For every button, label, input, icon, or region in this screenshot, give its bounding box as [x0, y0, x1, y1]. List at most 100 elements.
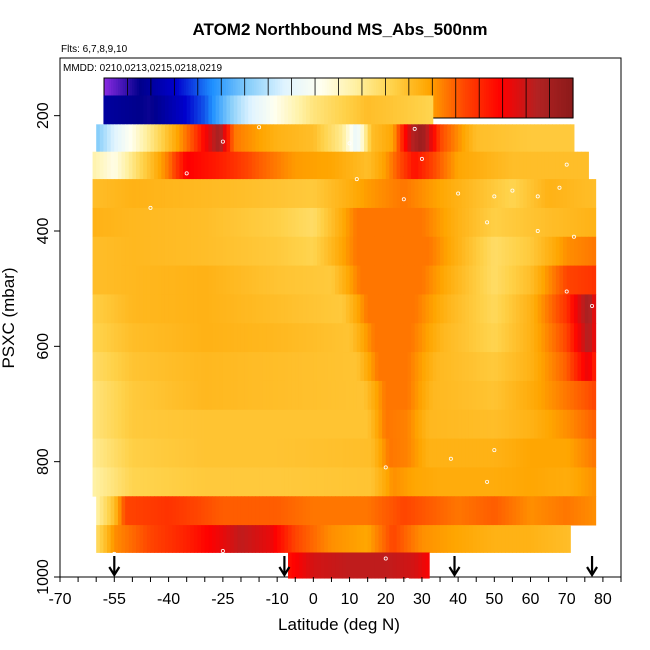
heatmap-cell: [389, 438, 394, 468]
heatmap-cell: [244, 380, 249, 411]
heatmap-cell: [327, 323, 332, 353]
heatmap-cell: [501, 352, 506, 382]
heatmap-cell: [99, 380, 104, 411]
heatmap-cell: [280, 525, 285, 553]
heatmap-cell: [512, 380, 517, 411]
heatmap-cell: [237, 265, 242, 295]
heatmap-cell: [349, 179, 354, 209]
heatmap-cell: [548, 323, 553, 353]
heatmap-cell: [284, 179, 289, 209]
heatmap-cell: [342, 207, 347, 238]
heatmap-cell: [99, 294, 104, 324]
heatmap-cell: [262, 179, 267, 209]
heatmap-cell: [523, 525, 528, 553]
heatmap-cell: [143, 95, 148, 125]
heatmap-cell: [523, 496, 528, 526]
heatmap-cell: [385, 352, 390, 382]
heatmap-cell: [136, 438, 141, 468]
heatmap-cell: [324, 151, 329, 180]
heatmap-cell: [476, 409, 481, 439]
heatmap-cell: [175, 525, 180, 553]
heatmap-cell: [541, 467, 546, 497]
heatmap-cell: [356, 179, 361, 209]
heatmap-cell: [512, 496, 517, 526]
heatmap-cell: [454, 467, 459, 497]
heatmap-cell: [472, 151, 477, 180]
heatmap-cell: [298, 265, 303, 295]
heatmap-cell: [164, 323, 170, 353]
heatmap-cell: [295, 179, 300, 209]
heatmap-cell: [523, 124, 528, 153]
heatmap-cell: [335, 265, 340, 295]
heatmap-cell: [505, 467, 510, 497]
heatmap-cell: [309, 207, 314, 238]
heatmap-cell: [295, 265, 300, 295]
sample-point: [456, 191, 461, 196]
heatmap-cell: [313, 236, 318, 266]
heatmap-cell: [179, 323, 184, 353]
heatmap-cell: [353, 409, 358, 439]
heatmap-cell: [269, 525, 275, 553]
heatmap-cell: [96, 525, 101, 553]
colorbar-swatch: [462, 78, 466, 118]
heatmap-cell: [425, 352, 430, 382]
heatmap-cell: [472, 409, 477, 439]
heatmap-cell: [516, 151, 521, 180]
heatmap-cell: [136, 467, 141, 497]
heatmap-cell: [403, 352, 408, 382]
heatmap-cell: [497, 323, 503, 353]
heatmap-cell: [175, 409, 180, 439]
heatmap-cell: [364, 438, 369, 468]
heatmap-cell: [136, 380, 141, 411]
heatmap-cell: [479, 352, 484, 382]
heatmap-cell: [592, 352, 597, 382]
heatmap-cell: [505, 265, 510, 295]
heatmap-cell: [233, 438, 238, 468]
heatmap-cell: [563, 124, 568, 153]
heatmap-cell: [563, 265, 568, 295]
heatmap-cell: [233, 207, 238, 238]
heatmap-cell: [360, 496, 365, 526]
heatmap-cell: [559, 179, 564, 209]
heatmap-cell: [248, 179, 253, 209]
heatmap-cell: [193, 207, 199, 238]
heatmap-cell: [548, 380, 553, 411]
heatmap-cell: [505, 323, 510, 353]
heatmap-cell: [479, 265, 484, 295]
heatmap-cell: [566, 151, 571, 180]
heatmap-cell: [537, 265, 542, 295]
heatmap-cell: [447, 409, 452, 439]
heatmap-cell: [244, 323, 249, 353]
heatmap-cell: [222, 467, 227, 497]
heatmap-cell: [143, 525, 148, 553]
heatmap-cell: [429, 294, 434, 324]
heatmap-cell: [331, 352, 336, 382]
heatmap-cell: [266, 525, 271, 553]
heatmap-cell: [548, 294, 553, 324]
heatmap-cell: [374, 525, 380, 553]
heatmap-cell: [367, 294, 372, 324]
heatmap-cell: [516, 179, 521, 209]
heatmap-cell: [331, 552, 336, 579]
heatmap-cell: [374, 207, 380, 238]
heatmap-cell: [288, 352, 293, 382]
heatmap-cell: [418, 294, 423, 324]
colorbar-swatch: [558, 78, 562, 118]
heatmap-cell: [487, 265, 492, 295]
heatmap-cell: [316, 467, 322, 497]
heatmap-cell: [588, 380, 593, 411]
heatmap-cell: [530, 352, 535, 382]
heatmap-cell: [436, 179, 441, 209]
heatmap-cell: [179, 124, 184, 153]
heatmap-cell: [389, 95, 394, 125]
heatmap-cell: [490, 179, 495, 209]
heatmap-cell: [212, 409, 217, 439]
heatmap-cell: [226, 380, 231, 411]
heatmap-cell: [476, 525, 481, 553]
heatmap-cell: [443, 409, 448, 439]
heatmap-cell: [295, 525, 300, 553]
heatmap-cell: [316, 380, 322, 411]
heatmap-cell: [240, 323, 246, 353]
heatmap-cell: [309, 95, 314, 125]
profile-marker-arrow: [448, 556, 461, 578]
